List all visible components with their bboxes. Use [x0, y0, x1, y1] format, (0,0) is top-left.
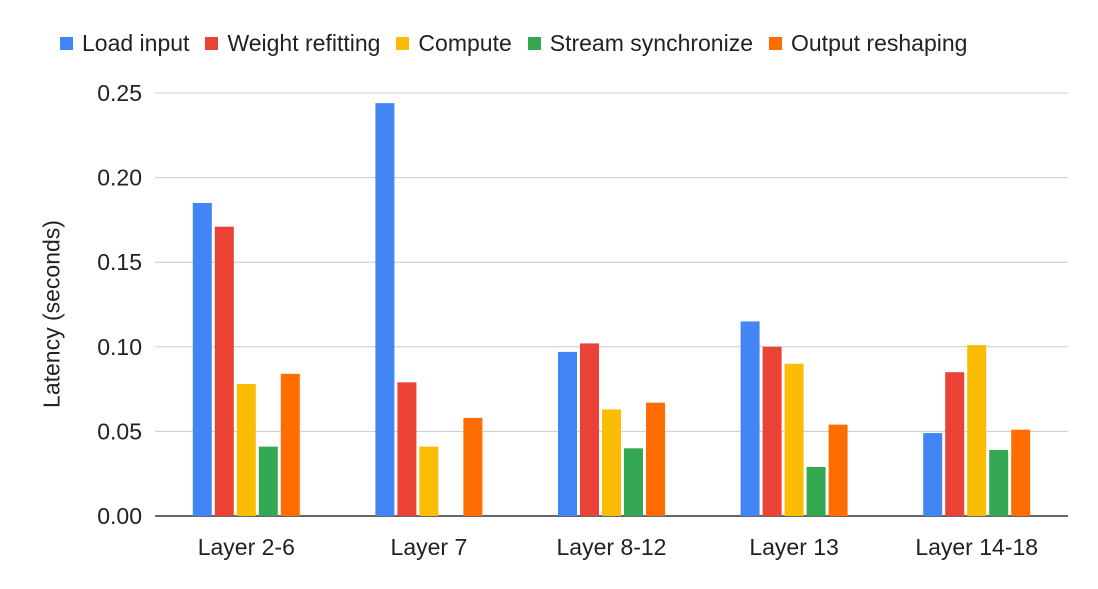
legend-item: Compute — [396, 30, 512, 57]
y-tick-label: 0.20 — [97, 165, 142, 191]
legend-item: Load input — [60, 30, 189, 57]
bar — [646, 402, 665, 516]
legend-item: Output reshaping — [769, 30, 967, 57]
legend-label: Compute — [418, 30, 512, 56]
legend-swatch — [396, 37, 410, 50]
bar — [945, 372, 965, 516]
bar — [762, 346, 782, 516]
bar — [463, 417, 483, 516]
x-tick-label: Layer 14-18 — [915, 534, 1038, 560]
bar — [784, 363, 804, 516]
legend-item: Weight refitting — [205, 30, 380, 57]
bar — [375, 103, 395, 516]
bar — [967, 345, 987, 516]
legend-swatch — [205, 37, 219, 50]
bar — [602, 409, 621, 516]
legend-label: Weight refitting — [227, 30, 381, 56]
bar — [806, 466, 826, 516]
bar — [740, 321, 760, 516]
legend-label: Output reshaping — [791, 30, 968, 56]
bar — [258, 446, 278, 516]
bar — [1011, 429, 1031, 516]
y-tick-label: 0.25 — [97, 80, 142, 106]
bar — [236, 384, 256, 516]
bar — [214, 226, 234, 516]
legend-swatch — [769, 37, 782, 50]
bar — [192, 202, 212, 517]
x-tick-label: Layer 7 — [391, 534, 468, 560]
bar — [558, 351, 577, 516]
y-tick-label: 0.00 — [97, 503, 142, 529]
bar — [828, 424, 848, 516]
bar — [989, 450, 1009, 516]
bar — [419, 446, 439, 516]
legend-label: Stream synchronize — [549, 30, 753, 56]
legend-item: Stream synchronize — [527, 30, 753, 57]
y-tick-label: 0.10 — [97, 334, 142, 360]
x-tick-label: Layer 13 — [749, 534, 839, 560]
legend-swatch — [527, 37, 541, 50]
bar — [624, 448, 643, 516]
y-tick-label: 0.15 — [97, 249, 142, 275]
bar — [397, 382, 417, 516]
chart-legend: Load input Weight refitting Compute Stream … — [60, 30, 967, 57]
bar — [923, 433, 943, 516]
x-tick-label: Layer 8-12 — [557, 534, 667, 560]
legend-swatch — [60, 37, 73, 50]
bar — [580, 343, 599, 516]
x-tick-label: Layer 2-6 — [198, 534, 295, 560]
bar — [280, 373, 300, 516]
legend-label: Load input — [82, 30, 190, 56]
y-tick-label: 0.05 — [97, 418, 142, 444]
